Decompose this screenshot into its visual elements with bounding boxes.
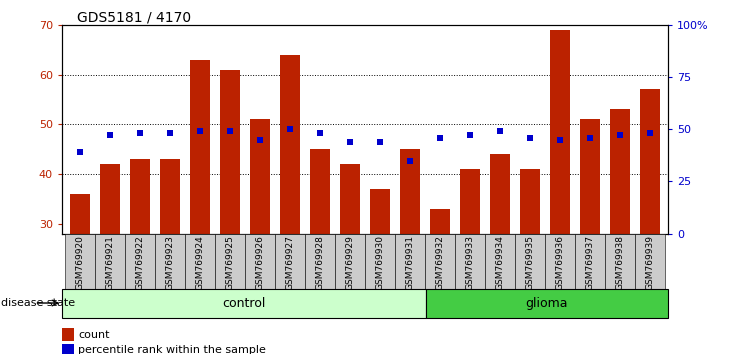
Bar bbox=[310, 149, 330, 354]
Text: GSM769933: GSM769933 bbox=[466, 235, 474, 290]
Bar bbox=[460, 169, 480, 354]
Bar bbox=[161, 159, 180, 354]
Text: GSM769932: GSM769932 bbox=[436, 235, 445, 290]
Bar bbox=[220, 69, 239, 354]
Bar bbox=[580, 119, 600, 354]
Text: GSM769929: GSM769929 bbox=[345, 235, 355, 290]
Text: control: control bbox=[222, 297, 266, 309]
Bar bbox=[275, 234, 305, 289]
Point bbox=[254, 137, 266, 142]
Point bbox=[374, 139, 386, 144]
Point bbox=[344, 139, 356, 144]
Text: disease state: disease state bbox=[1, 298, 75, 308]
Bar bbox=[395, 234, 425, 289]
Bar bbox=[575, 234, 605, 289]
Bar bbox=[65, 234, 95, 289]
Point bbox=[524, 135, 536, 141]
Text: GSM769923: GSM769923 bbox=[166, 235, 174, 290]
Text: GSM769920: GSM769920 bbox=[75, 235, 85, 290]
Point bbox=[614, 133, 626, 138]
Point bbox=[494, 129, 506, 134]
Point bbox=[74, 149, 86, 155]
Bar bbox=[605, 234, 635, 289]
Bar bbox=[100, 164, 120, 354]
Bar bbox=[125, 234, 155, 289]
Point bbox=[464, 133, 476, 138]
Point bbox=[314, 131, 326, 136]
Bar bbox=[550, 30, 569, 354]
Text: GSM769927: GSM769927 bbox=[285, 235, 294, 290]
Bar bbox=[426, 289, 668, 318]
Point bbox=[224, 129, 236, 134]
Text: GSM769924: GSM769924 bbox=[196, 235, 204, 290]
Bar bbox=[515, 234, 545, 289]
Bar bbox=[520, 169, 539, 354]
Bar bbox=[70, 194, 90, 354]
Bar bbox=[191, 59, 210, 354]
Bar bbox=[62, 344, 74, 354]
Point bbox=[164, 131, 176, 136]
Text: GDS5181 / 4170: GDS5181 / 4170 bbox=[77, 11, 191, 25]
Text: GSM769925: GSM769925 bbox=[226, 235, 234, 290]
Point bbox=[284, 126, 296, 132]
Bar bbox=[305, 234, 335, 289]
Bar bbox=[370, 189, 390, 354]
Text: glioma: glioma bbox=[526, 297, 568, 309]
Text: GSM769922: GSM769922 bbox=[136, 235, 145, 290]
Text: GSM769937: GSM769937 bbox=[585, 235, 594, 290]
Text: GSM769931: GSM769931 bbox=[405, 235, 415, 290]
Point bbox=[194, 129, 206, 134]
Bar bbox=[485, 234, 515, 289]
Bar bbox=[455, 234, 485, 289]
Bar bbox=[280, 55, 300, 354]
Bar bbox=[610, 109, 630, 354]
Bar bbox=[250, 119, 270, 354]
Bar bbox=[130, 159, 150, 354]
Point bbox=[644, 131, 656, 136]
Text: GSM769938: GSM769938 bbox=[615, 235, 624, 290]
Bar bbox=[340, 164, 360, 354]
Point bbox=[434, 135, 446, 141]
Point bbox=[134, 131, 146, 136]
Text: count: count bbox=[78, 330, 110, 339]
Bar bbox=[215, 234, 245, 289]
Bar bbox=[95, 234, 125, 289]
Text: GSM769936: GSM769936 bbox=[556, 235, 564, 290]
Bar bbox=[491, 154, 510, 354]
Bar bbox=[62, 289, 426, 318]
Bar bbox=[335, 234, 365, 289]
Point bbox=[554, 137, 566, 142]
Bar bbox=[245, 234, 275, 289]
Bar bbox=[545, 234, 575, 289]
Bar bbox=[425, 234, 455, 289]
Text: GSM769934: GSM769934 bbox=[496, 235, 504, 290]
Bar bbox=[365, 234, 395, 289]
Point bbox=[104, 133, 116, 138]
Bar bbox=[155, 234, 185, 289]
Text: GSM769928: GSM769928 bbox=[315, 235, 325, 290]
Point bbox=[404, 158, 416, 163]
Bar bbox=[635, 234, 665, 289]
Bar bbox=[640, 90, 660, 354]
Bar bbox=[430, 209, 450, 354]
Bar bbox=[62, 328, 74, 341]
Text: percentile rank within the sample: percentile rank within the sample bbox=[78, 346, 266, 354]
Text: GSM769939: GSM769939 bbox=[645, 235, 655, 290]
Point bbox=[584, 135, 596, 141]
Text: GSM769926: GSM769926 bbox=[255, 235, 264, 290]
Text: GSM769921: GSM769921 bbox=[106, 235, 115, 290]
Text: GSM769930: GSM769930 bbox=[375, 235, 385, 290]
Text: GSM769935: GSM769935 bbox=[526, 235, 534, 290]
Bar bbox=[185, 234, 215, 289]
Bar bbox=[400, 149, 420, 354]
